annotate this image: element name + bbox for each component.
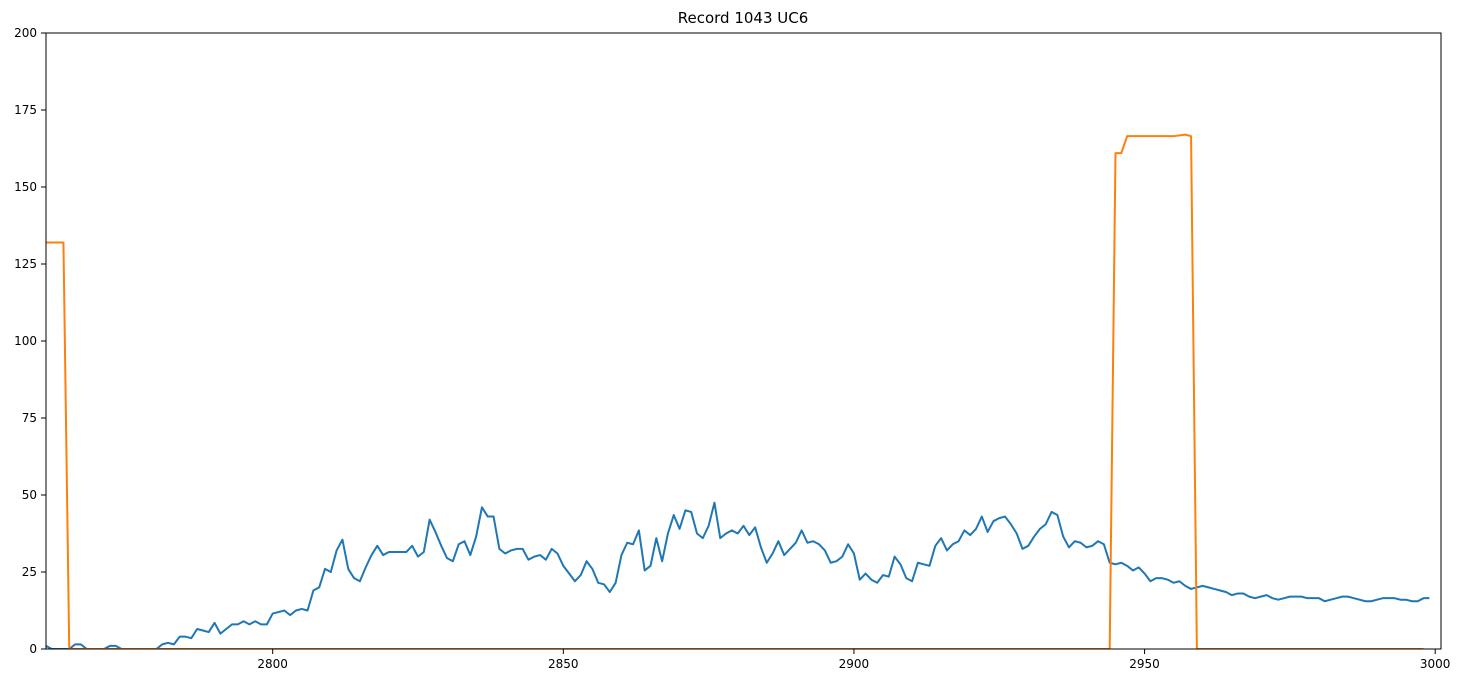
plot-frame <box>45 32 1442 650</box>
y-tick-label: 200 <box>14 26 37 40</box>
y-tick-label: 100 <box>14 334 37 348</box>
axis-ticks: 2800 2850 2900 2950 3000 0 25 50 75 100 125 150 175 2… <box>14 26 1450 671</box>
x-tick-label: 2900 <box>839 657 870 671</box>
y-tick-label: 175 <box>14 103 37 117</box>
x-tick-label: 2850 <box>548 657 579 671</box>
y-tick-label: 25 <box>22 565 37 579</box>
y-tick-label: 0 <box>29 642 37 656</box>
x-tick-label: 2950 <box>1129 657 1160 671</box>
x-tick-label: 3000 <box>1420 657 1451 671</box>
y-tick-label: 125 <box>14 257 37 271</box>
y-tick-label: 75 <box>22 411 37 425</box>
y-tick-label: 150 <box>14 180 37 194</box>
series-line-1 <box>46 501 1430 649</box>
chart-title: Record 1043 UC6 <box>678 9 809 27</box>
plot-area <box>46 133 1430 649</box>
y-tick-label: 50 <box>22 488 37 502</box>
series-line-2 <box>46 133 1424 649</box>
x-tick-label: 2800 <box>257 657 288 671</box>
